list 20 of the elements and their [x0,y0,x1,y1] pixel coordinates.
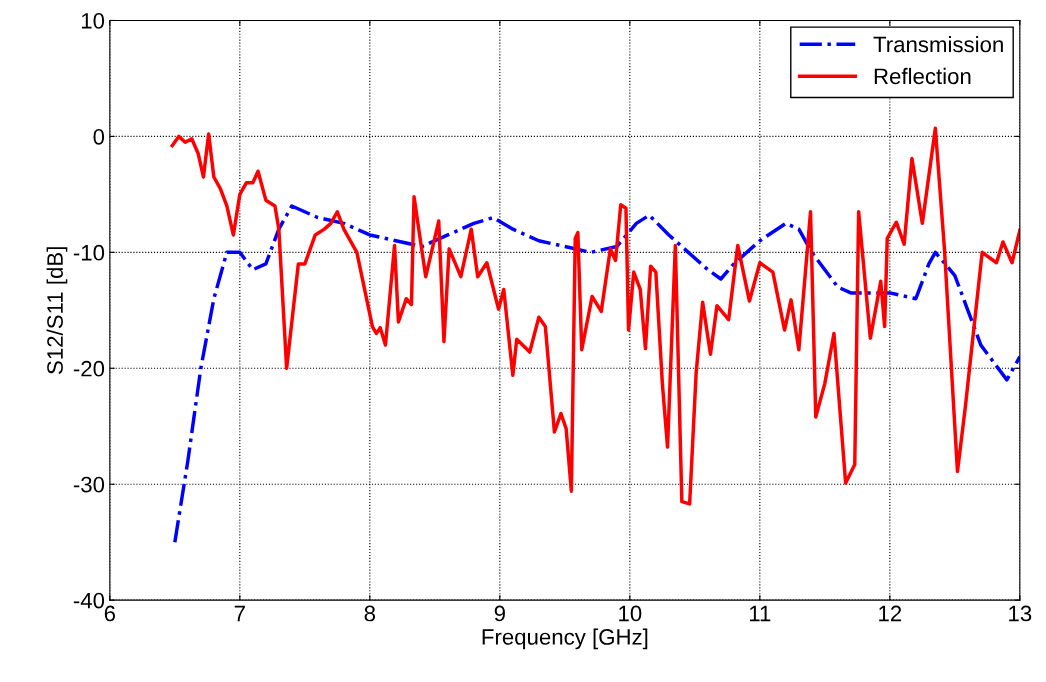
x-tick-label: 10 [619,605,642,622]
x-tick-label: 8 [364,605,376,622]
x-axis-title: Frequency [GHz] [482,628,648,650]
line-series [170,126,1020,506]
legend-label: Reflection [874,67,971,85]
legend-label: Transmission [873,36,1003,53]
y-tick-label: -40 [73,592,105,609]
x-tick-label: 9 [494,605,505,622]
x-tick-label: 13 [1009,605,1032,622]
y-tick-label: 0 [93,128,105,145]
x-tick-label: 12 [879,605,902,622]
y-tick-label: 10 [81,12,105,29]
y-axis-title: S12/S11 [dB] [46,247,68,374]
y-tick-label: -20 [73,360,105,377]
line-series [173,204,1020,544]
x-tick-label: 6 [104,605,116,622]
y-tick-label: -10 [73,244,105,261]
x-tick-label: 11 [750,605,771,622]
x-tick-label: 7 [234,605,245,622]
y-tick-label: -30 [73,476,105,493]
